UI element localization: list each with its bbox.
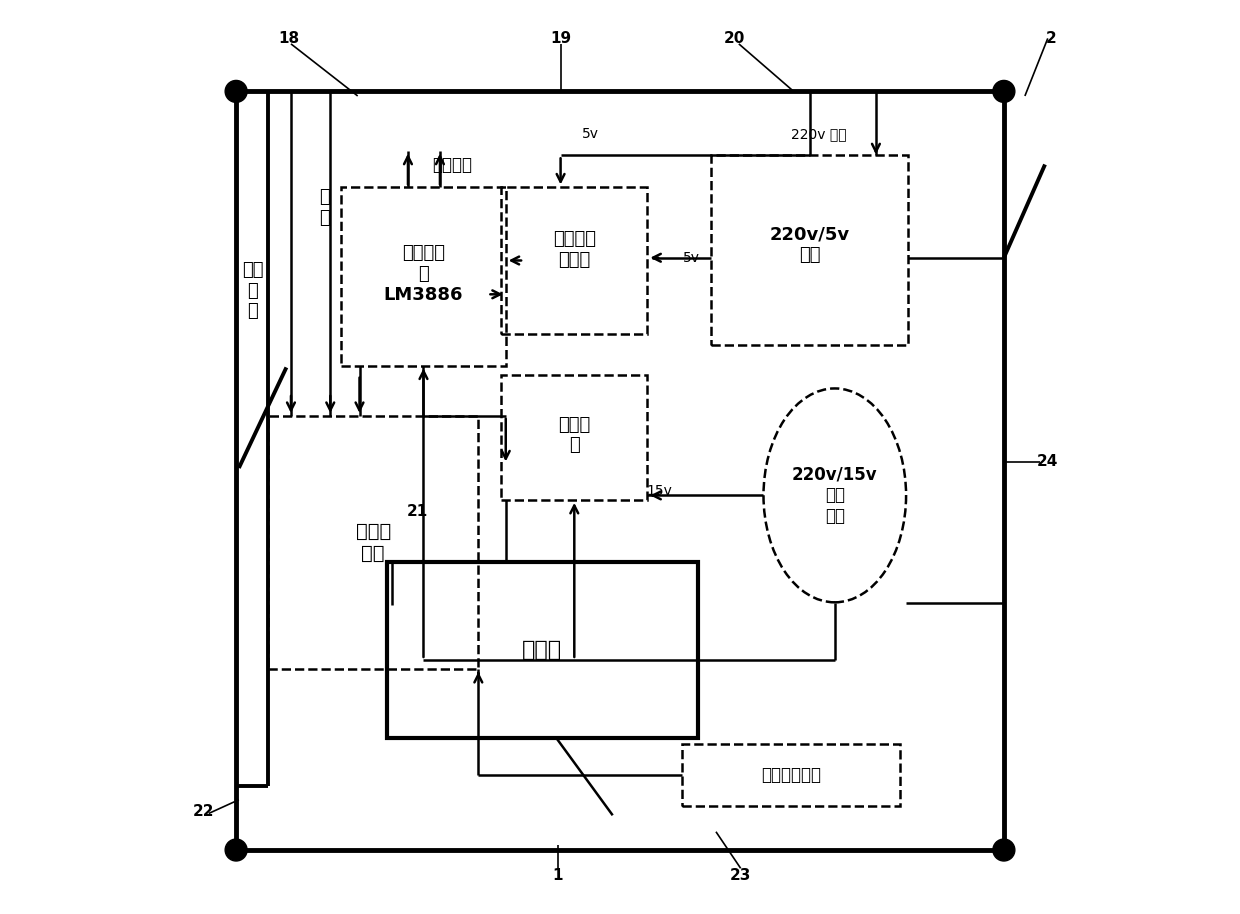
Circle shape bbox=[226, 80, 247, 102]
Text: 5v: 5v bbox=[683, 250, 699, 265]
Bar bbox=[341, 187, 506, 366]
Text: 散热风
扇: 散热风 扇 bbox=[558, 416, 590, 454]
Text: 5v: 5v bbox=[583, 127, 599, 142]
Text: 驱动信号: 驱动信号 bbox=[432, 155, 472, 174]
Text: 地
线: 地 线 bbox=[320, 188, 330, 227]
Text: 19: 19 bbox=[551, 31, 572, 46]
Bar bbox=[712, 155, 908, 345]
Text: 正弦信号
发生器: 正弦信号 发生器 bbox=[553, 230, 595, 269]
Text: 20: 20 bbox=[724, 31, 745, 46]
Text: 24: 24 bbox=[1037, 454, 1059, 469]
Text: 22: 22 bbox=[192, 804, 215, 819]
Text: 信号采
集卡: 信号采 集卡 bbox=[356, 522, 391, 562]
Circle shape bbox=[993, 80, 1014, 102]
Text: 信号
输
入: 信号 输 入 bbox=[242, 260, 263, 321]
Text: 220v/15v
变压
线圈: 220v/15v 变压 线圈 bbox=[792, 465, 878, 526]
Text: 功率调节旋鈕: 功率调节旋鈕 bbox=[761, 766, 821, 784]
Bar bbox=[268, 416, 479, 669]
Bar bbox=[682, 744, 900, 806]
Text: 18: 18 bbox=[279, 31, 300, 46]
Bar bbox=[236, 91, 1004, 850]
Circle shape bbox=[226, 839, 247, 861]
Text: 220v/5v
电源: 220v/5v 电源 bbox=[770, 226, 851, 264]
Bar bbox=[501, 375, 647, 500]
Circle shape bbox=[993, 839, 1014, 861]
Bar bbox=[501, 187, 647, 334]
Bar bbox=[387, 562, 698, 738]
Text: 21: 21 bbox=[407, 505, 428, 519]
Text: 15v: 15v bbox=[646, 484, 672, 498]
Text: 功率放大
器
LM3886: 功率放大 器 LM3886 bbox=[383, 244, 464, 304]
Text: 23: 23 bbox=[730, 868, 751, 883]
Text: 2: 2 bbox=[1047, 31, 1056, 46]
Text: 传感器: 传感器 bbox=[522, 640, 563, 660]
Text: 220v 输入: 220v 输入 bbox=[791, 127, 847, 142]
Text: 1: 1 bbox=[553, 868, 563, 883]
